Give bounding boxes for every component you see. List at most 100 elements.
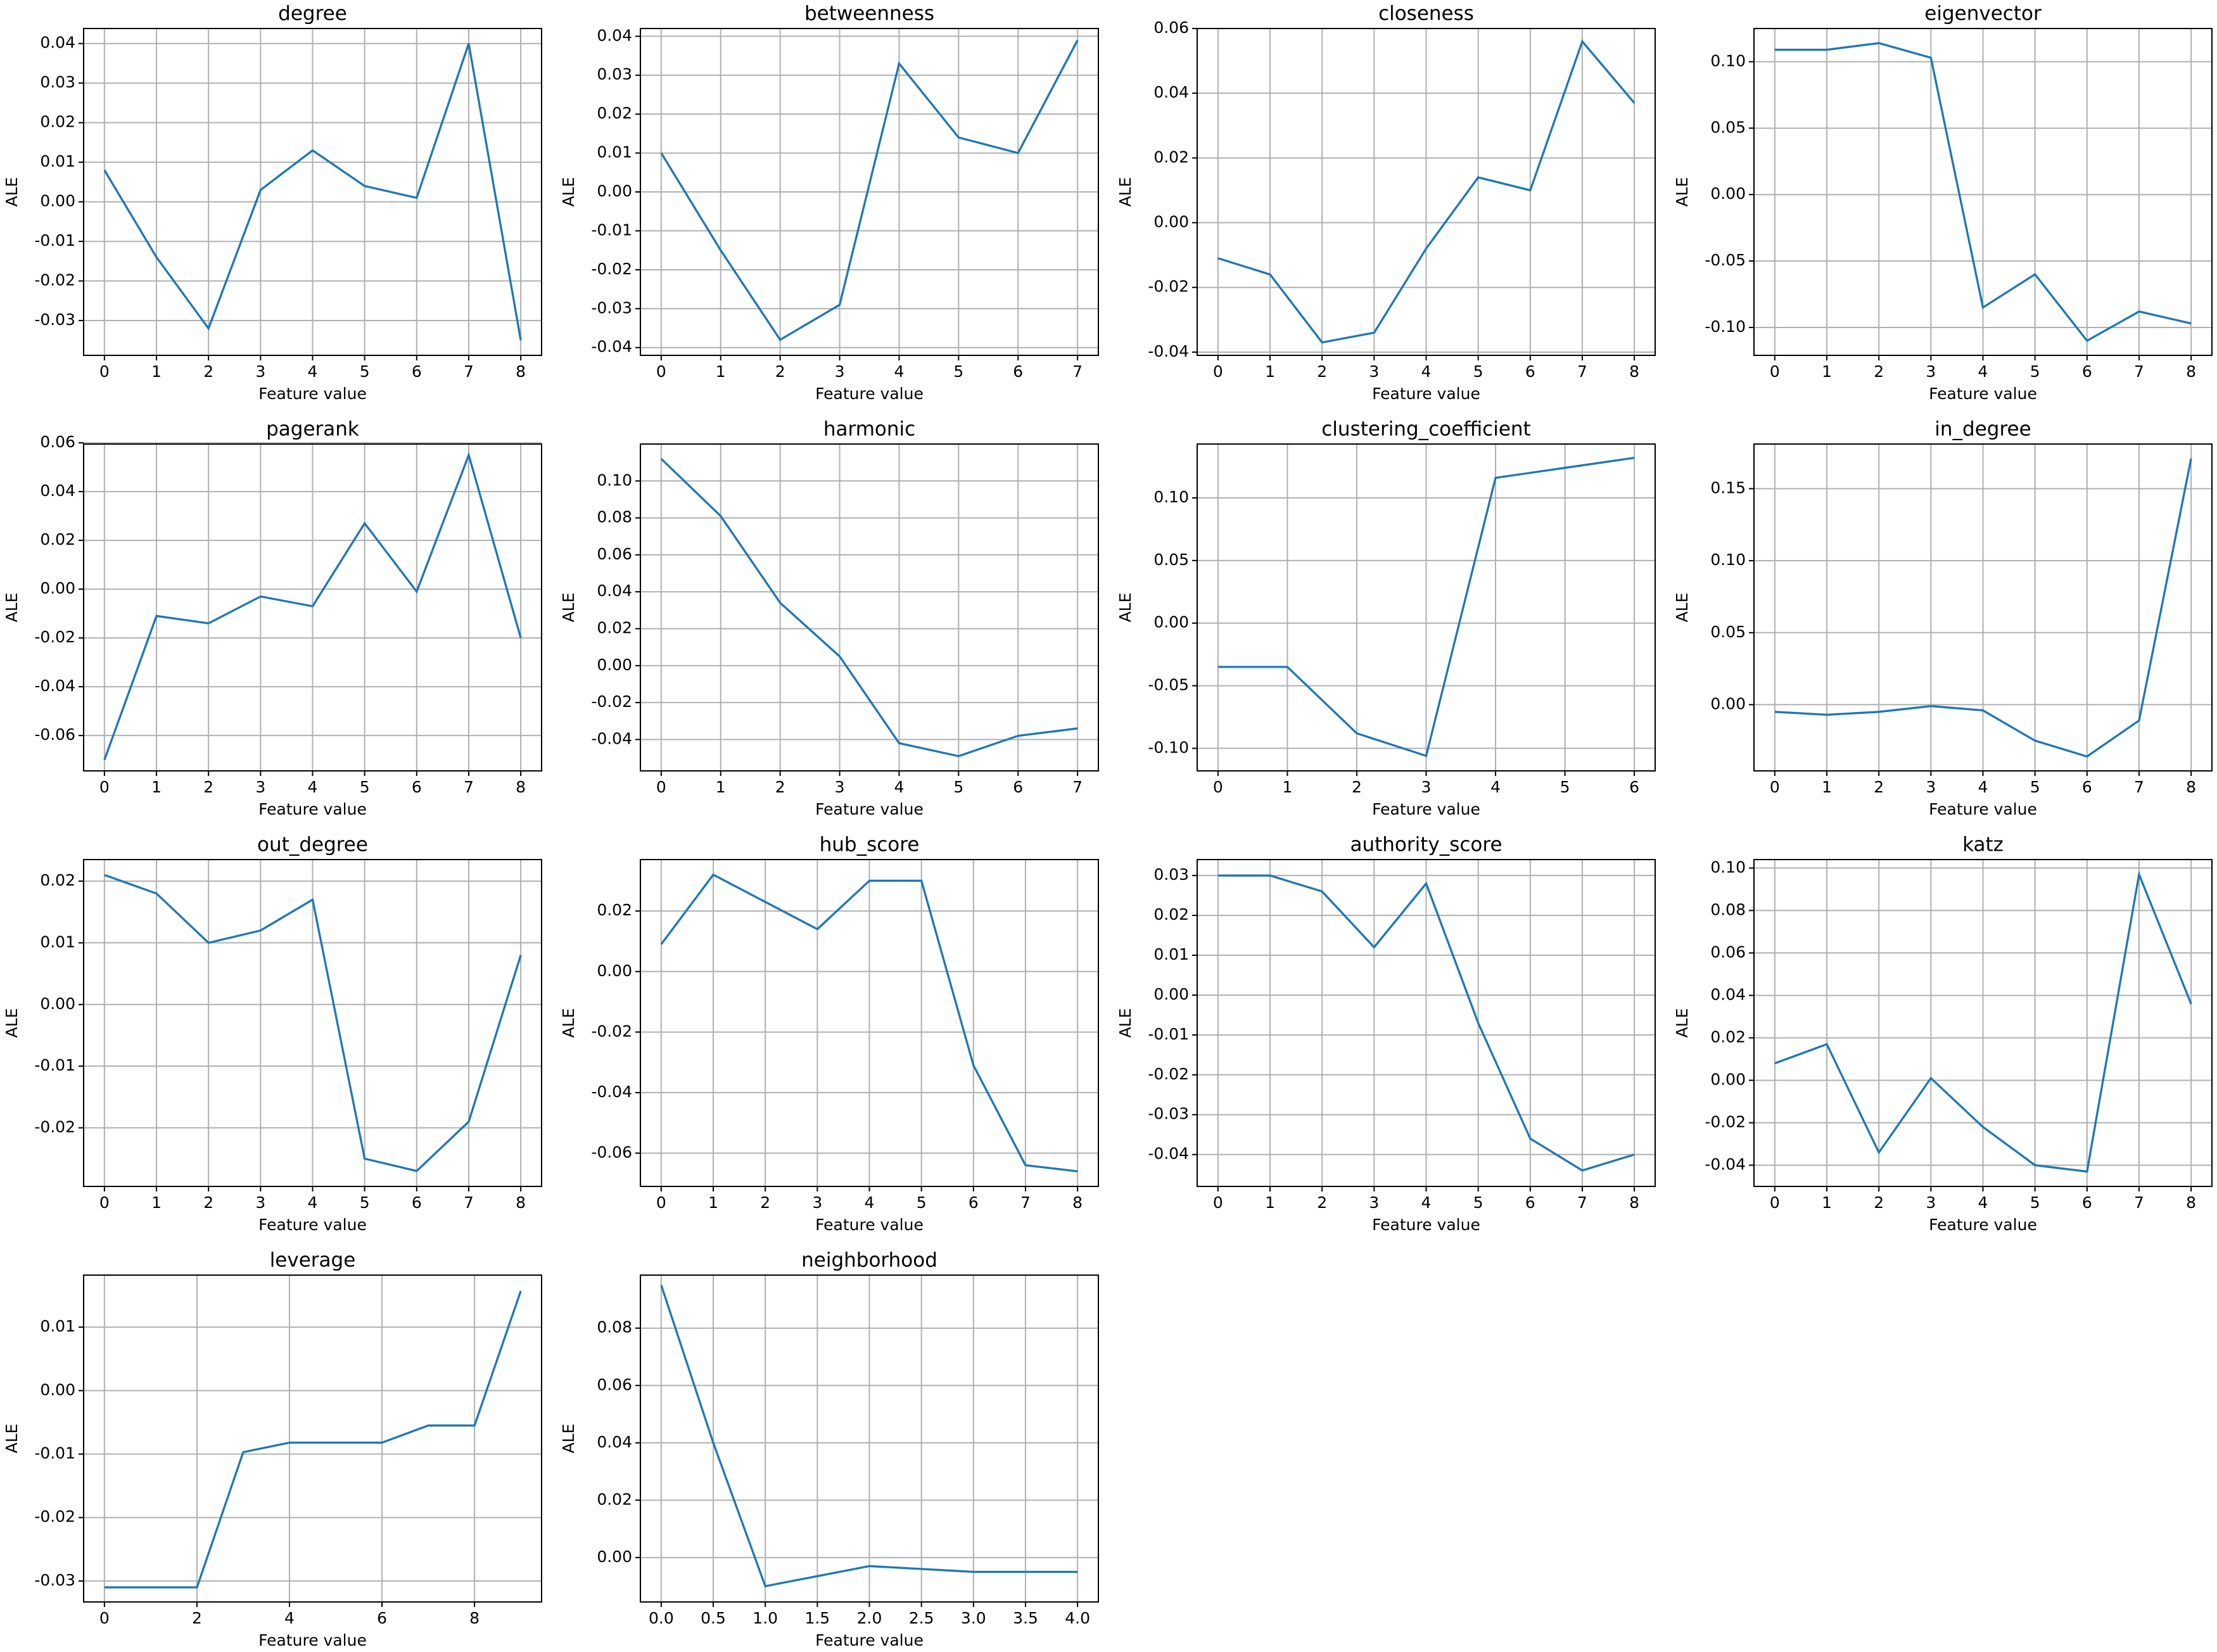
x-tick-label: 3 <box>1369 362 1379 381</box>
data-line <box>660 1285 1078 1587</box>
chart-title: out_degree <box>257 834 368 856</box>
plot-frame <box>1753 443 2213 772</box>
y-tick-label: 0.03 <box>597 65 632 84</box>
data-line <box>660 458 1078 758</box>
y-tick-label: -0.02 <box>34 271 75 289</box>
x-tick-label: 3 <box>1926 778 1936 796</box>
y-tick-label: -0.02 <box>34 1118 75 1136</box>
x-tick-label: 1 <box>708 1193 718 1212</box>
chart-title: hub_score <box>820 834 920 856</box>
y-tick-label: 0.01 <box>1153 945 1189 963</box>
x-axis-label: Feature value <box>1929 800 2037 818</box>
x-tick-label: 2 <box>1874 362 1884 381</box>
x-tick-label: 0 <box>99 1609 110 1627</box>
x-axis-label: Feature value <box>1372 800 1480 818</box>
y-tick-label: -0.02 <box>591 692 632 711</box>
x-tick-label: 0 <box>656 362 666 381</box>
plot-frame <box>1753 28 2213 356</box>
x-tick-label: 1 <box>716 362 726 381</box>
x-tick-label: 0 <box>1770 778 1780 796</box>
subplot: 0 1 2 3 4 5 6 7 8 -0.04 -0.02 0.00 0.02 0.04 0.06 close… <box>1116 3 1656 403</box>
y-tick-label: -0.03 <box>591 298 632 317</box>
x-tick-label: 3 <box>255 1193 265 1212</box>
y-tick-label: 0.04 <box>597 26 632 44</box>
x-tick-label: 1 <box>151 778 162 796</box>
x-tick-label: 4 <box>1978 778 1988 796</box>
y-axis-label: ALE <box>559 1424 578 1454</box>
x-tick-label: 3 <box>1421 778 1432 796</box>
x-tick-label: 4.0 <box>1065 1609 1090 1627</box>
y-tick-label: 0.02 <box>40 871 75 889</box>
x-tick-label: 6 <box>1525 362 1535 381</box>
y-tick-label: 0.08 <box>1710 900 1746 918</box>
plot-frame <box>1197 443 1656 772</box>
x-tick-label: 1 <box>1282 778 1292 796</box>
plot-frame <box>83 443 542 772</box>
x-tick-label: 5 <box>360 778 370 796</box>
y-axis-label: ALE <box>3 1424 21 1454</box>
x-tick-label: 0 <box>99 1193 110 1212</box>
x-axis-label: Feature value <box>815 1216 924 1234</box>
x-tick-label: 0 <box>656 778 666 796</box>
subplot: 0.0 0.5 1.0 1.5 2.0 2.5 3.0 3.5 4.0 0.00 0.02 0.04 0… <box>559 1249 1099 1649</box>
y-tick-label: 0.00 <box>1710 694 1746 713</box>
x-tick-label: 3 <box>255 362 265 381</box>
x-tick-label: 2 <box>760 1193 770 1212</box>
x-tick-label: 2 <box>192 1609 202 1627</box>
x-tick-label: 6 <box>412 778 422 796</box>
x-axis-label: Feature value <box>258 1631 367 1649</box>
subplot: 0 1 2 3 4 5 6 7 -0.04 -0.02 0.00 0.02 0.04 0.06 0.08 0.… <box>559 418 1099 818</box>
y-tick-label: 0.00 <box>597 656 632 674</box>
y-tick-label: 0.06 <box>1153 18 1189 37</box>
y-tick-label: 0.02 <box>1710 1027 1746 1046</box>
y-tick-label: 0.03 <box>40 73 75 91</box>
y-tick-label: 0.10 <box>1710 51 1746 70</box>
x-axis-label: Feature value <box>1929 1216 2037 1234</box>
x-tick-label: 6 <box>2082 362 2092 381</box>
subplot: 0 1 2 3 4 5 6 7 8 -0.02 -0.01 0.00 0.01 0.02 out_degre… <box>3 834 542 1234</box>
y-tick-label: -0.04 <box>1148 1145 1189 1163</box>
x-tick-label: 1 <box>1265 1193 1275 1212</box>
y-tick-label: -0.01 <box>34 1444 75 1463</box>
data-line <box>1774 458 2192 758</box>
x-axis-label: Feature value <box>258 384 367 403</box>
y-tick-label: 0.00 <box>597 1547 632 1566</box>
y-tick-label: -0.01 <box>591 220 632 239</box>
y-tick-label: -0.02 <box>1148 1065 1189 1083</box>
y-tick-label: 0.04 <box>597 1433 632 1451</box>
x-tick-label: 2 <box>203 362 213 381</box>
x-tick-label: 7 <box>1020 1193 1031 1212</box>
y-tick-label: 0.00 <box>1153 613 1189 632</box>
y-tick-label: -0.04 <box>1148 342 1189 360</box>
y-axis-label: ALE <box>1673 177 1691 207</box>
subplot: 0 1 2 3 4 5 6 7 8 -0.03 -0.02 -0.01 0.00 0.01 0.02 0.03… <box>3 3 542 403</box>
y-tick-label: 0.05 <box>1710 623 1746 641</box>
x-tick-label: 6 <box>969 1193 979 1212</box>
subplot: 0 1 2 3 4 5 6 7 8 -0.04 -0.03 -0.02 -0.01 0.00 0.01 0.0… <box>1116 834 1656 1234</box>
y-tick-label: 0.00 <box>40 1380 75 1399</box>
y-tick-label: -0.02 <box>1705 1112 1746 1131</box>
x-axis-label: Feature value <box>815 384 924 403</box>
x-tick-label: 1 <box>1822 778 1832 796</box>
y-tick-label: 0.08 <box>597 508 632 526</box>
x-tick-label: 7 <box>464 362 474 381</box>
y-tick-label: -0.03 <box>34 1571 75 1589</box>
y-tick-label: 0.02 <box>1153 905 1189 924</box>
x-tick-label: 2.5 <box>909 1609 934 1627</box>
subplot: 0 1 2 3 4 5 6 7 -0.04 -0.03 -0.02 -0.01 0.00 0.01 0.02… <box>559 3 1099 403</box>
y-tick-label: 0.00 <box>597 962 632 980</box>
x-tick-label: 6 <box>1525 1193 1535 1212</box>
y-tick-label: 0.04 <box>1153 83 1189 101</box>
y-tick-label: 0.00 <box>40 994 75 1013</box>
x-tick-label: 6 <box>1013 778 1023 796</box>
x-tick-label: 3 <box>835 778 845 796</box>
x-tick-label: 4 <box>308 362 318 381</box>
x-tick-label: 2 <box>1317 1193 1327 1212</box>
x-axis-label: Feature value <box>815 800 924 818</box>
y-axis-label: ALE <box>559 593 578 623</box>
x-tick-label: 7 <box>1072 778 1083 796</box>
x-tick-label: 5 <box>1560 778 1570 796</box>
x-tick-label: 5 <box>360 1193 370 1212</box>
x-tick-label: 3 <box>1926 362 1936 381</box>
y-tick-label: 0.00 <box>597 182 632 200</box>
